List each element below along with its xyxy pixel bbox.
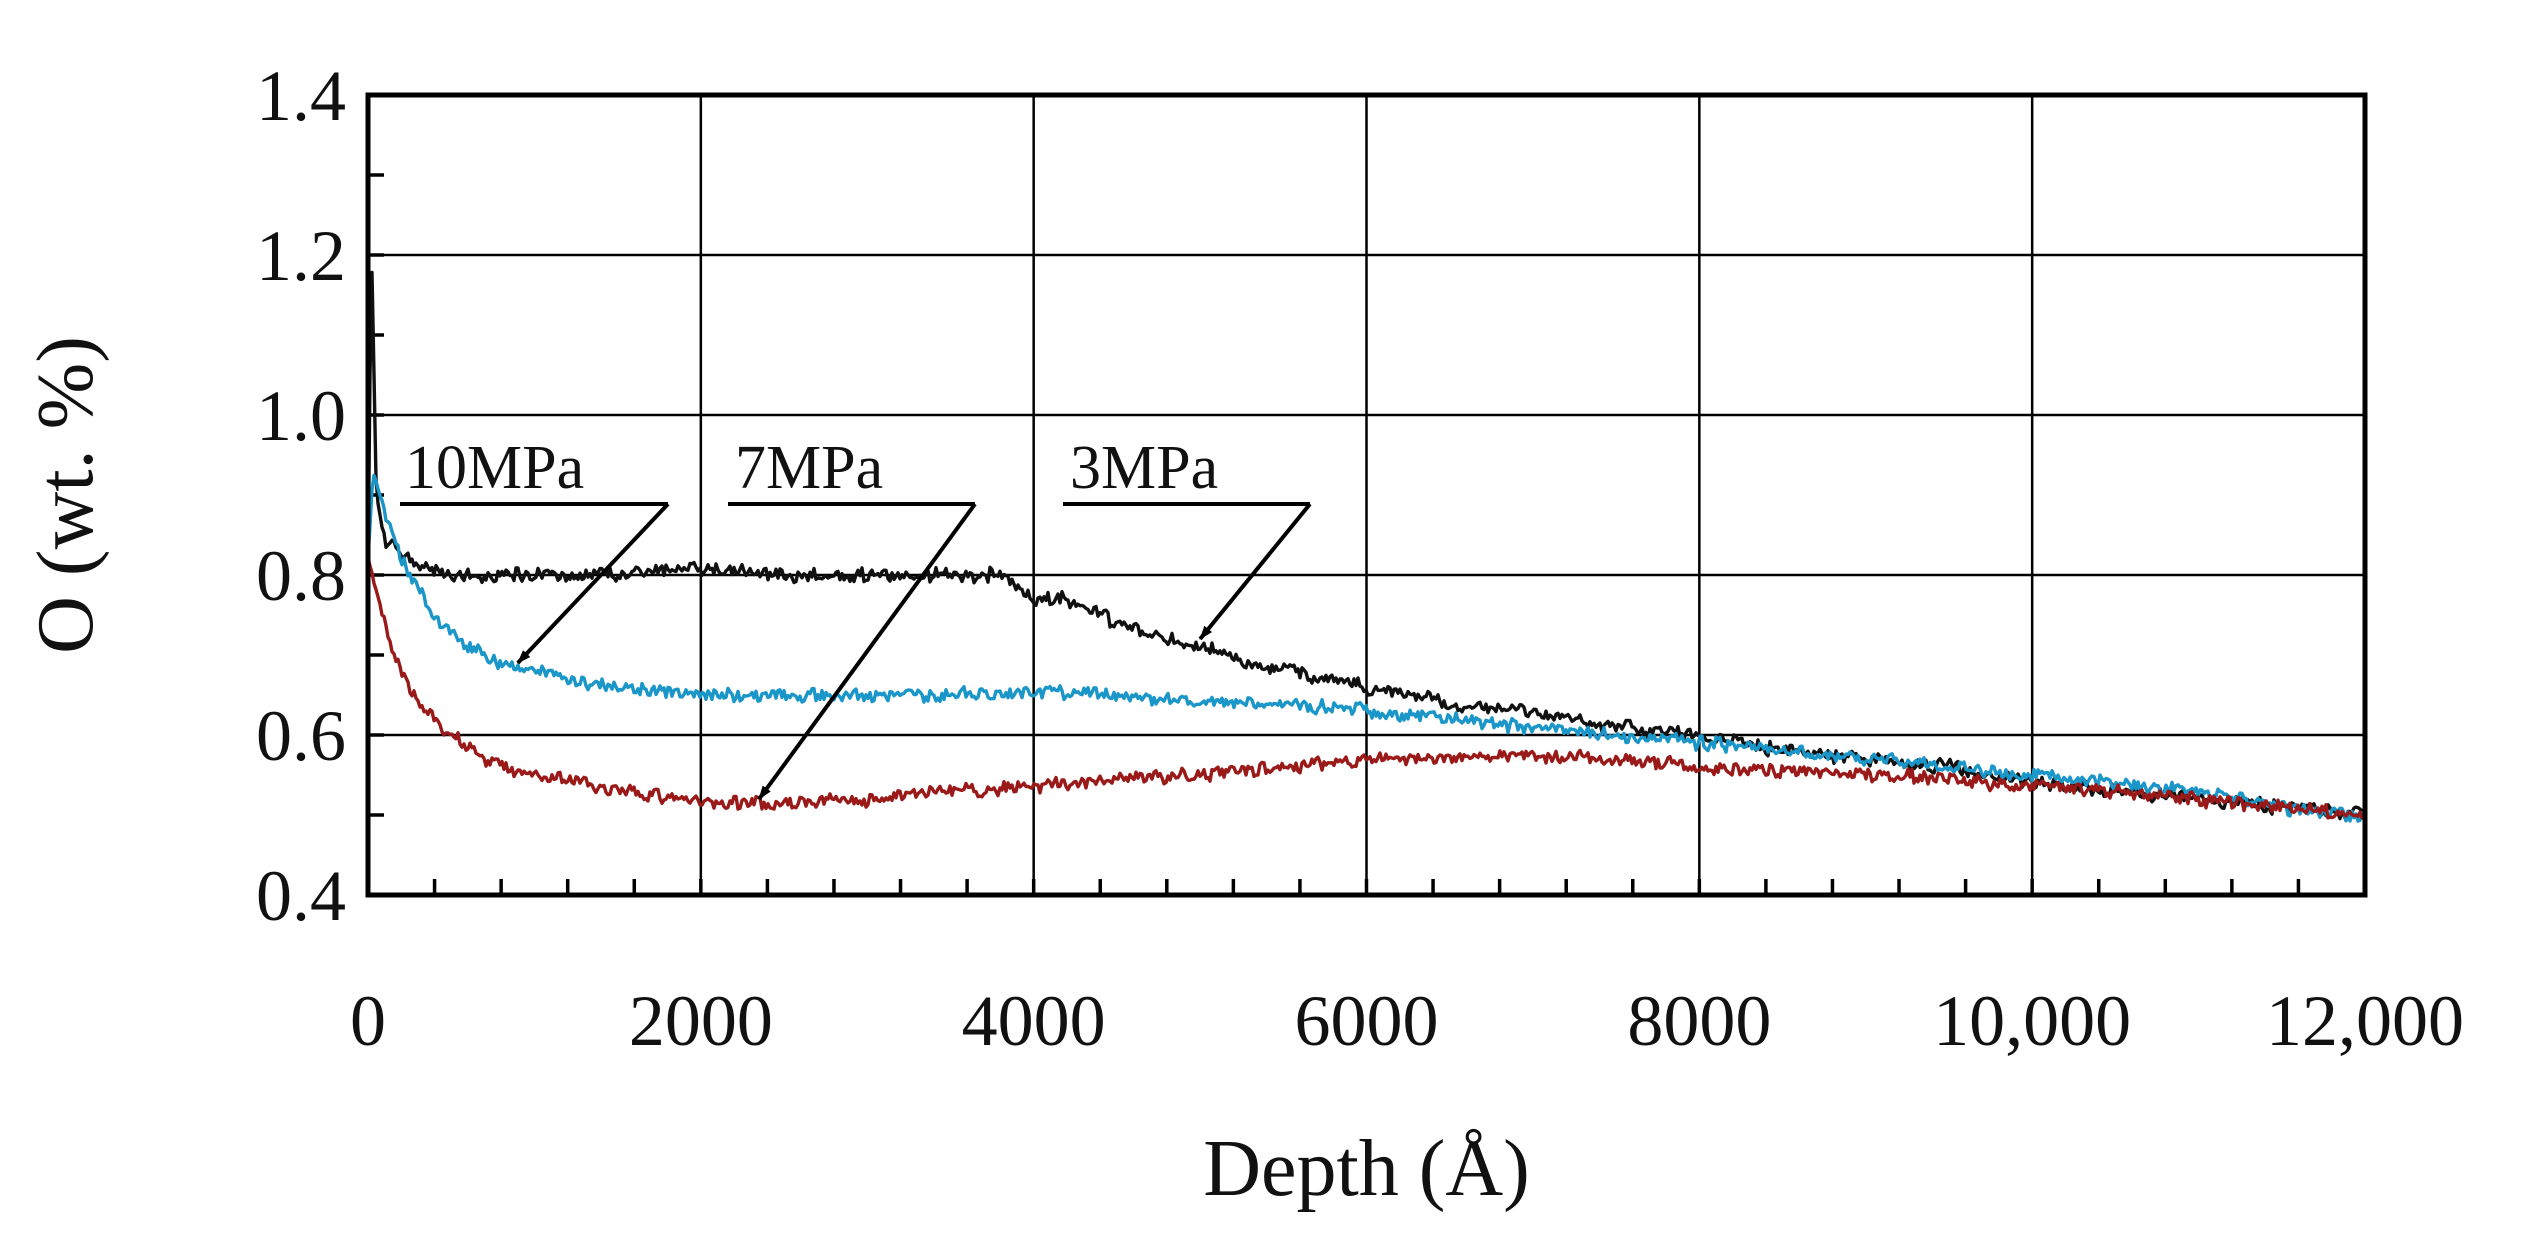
- x-tick-label: 0: [350, 981, 386, 1061]
- y-tick-label: 0.8: [256, 536, 346, 616]
- series-line-10mpa: [366, 473, 2365, 823]
- minor-ticks: [368, 173, 2301, 895]
- series-line-7mpa: [366, 557, 2366, 820]
- y-tick-labels: 0.4 0.6 0.8 1.0 1.2 1.4: [256, 56, 346, 936]
- x-tick-label: 6000: [1295, 981, 1439, 1061]
- annotation-arrow: [757, 502, 977, 801]
- annotations: 10MPa 7MPa 3MPa: [400, 434, 1312, 801]
- series-lines: [366, 270, 2366, 823]
- grid-lines: [368, 95, 2365, 895]
- y-tick-label: 0.4: [256, 856, 346, 936]
- x-tick-label: 12,000: [2266, 981, 2464, 1061]
- x-tick-label: 2000: [629, 981, 773, 1061]
- x-tick-labels: 0 2000 4000 6000 8000 10,000 12,000: [350, 981, 2464, 1061]
- annotation-label-7mpa: 7MPa: [735, 434, 883, 502]
- y-tick-label: 0.6: [256, 696, 346, 776]
- y-tick-label: 1.0: [256, 376, 346, 456]
- annotation-arrow: [516, 502, 670, 665]
- annotation-label-10mpa: 10MPa: [405, 434, 584, 502]
- x-tick-label: 8000: [1627, 981, 1771, 1061]
- y-axis-title: O (wt. %): [22, 336, 110, 654]
- annotation-label-3mpa: 3MPa: [1070, 434, 1218, 502]
- x-tick-label: 10,000: [1933, 981, 2131, 1061]
- x-axis-title: Depth (Å): [1203, 1125, 1530, 1213]
- y-tick-label: 1.4: [256, 56, 346, 136]
- x-tick-label: 4000: [962, 981, 1106, 1061]
- plot-frame: [365, 92, 2368, 898]
- annotation-arrow: [1198, 502, 1312, 641]
- y-tick-label: 1.2: [256, 216, 346, 296]
